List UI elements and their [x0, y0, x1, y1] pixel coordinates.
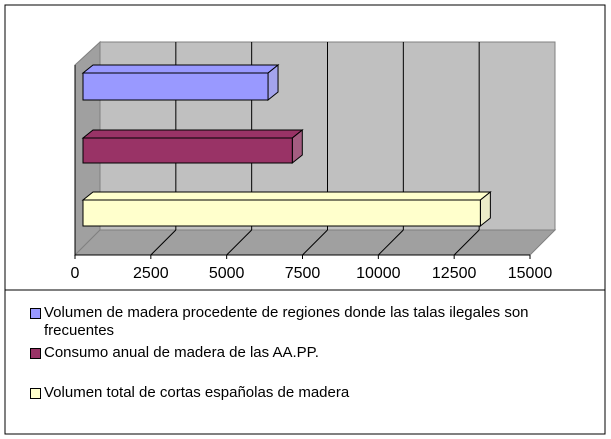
- legend-label: Consumo anual de madera de las AA.PP.: [44, 344, 319, 361]
- x-tick-label: 12500: [432, 265, 477, 282]
- bar: [82, 199, 481, 227]
- legend-entry: Volumen de madera procedente de regiones…: [30, 304, 600, 340]
- grid-line: [377, 229, 404, 256]
- bar-top: [81, 64, 280, 74]
- legend-entry: Volumen total de cortas españolas de mad…: [30, 384, 600, 402]
- legend-entry: Consumo anual de madera de las AA.PP.: [30, 344, 600, 362]
- x-tick-label: 2500: [133, 265, 169, 282]
- legend: Volumen de madera procedente de regiones…: [30, 304, 600, 406]
- x-tick-label: 0: [71, 265, 80, 282]
- bar-top: [81, 191, 492, 201]
- legend-swatch: [30, 308, 41, 319]
- grid-line: [302, 229, 328, 256]
- x-tick-label: 10000: [356, 265, 401, 282]
- grid-line: [453, 229, 480, 256]
- grid-line: [226, 229, 253, 256]
- x-tick-label: 5000: [209, 265, 245, 282]
- bar: [82, 137, 293, 164]
- legend-swatch: [30, 388, 41, 399]
- grid-line: [150, 229, 177, 256]
- legend-label: Volumen de madera procedente de regiones…: [44, 304, 529, 339]
- legend-label: Volumen total de cortas españolas de mad…: [44, 384, 350, 401]
- legend-swatch: [30, 348, 41, 359]
- bar-top: [81, 129, 304, 139]
- bar: [82, 72, 269, 101]
- x-tick-label: 15000: [508, 265, 553, 282]
- x-tick-label: 7500: [285, 265, 321, 282]
